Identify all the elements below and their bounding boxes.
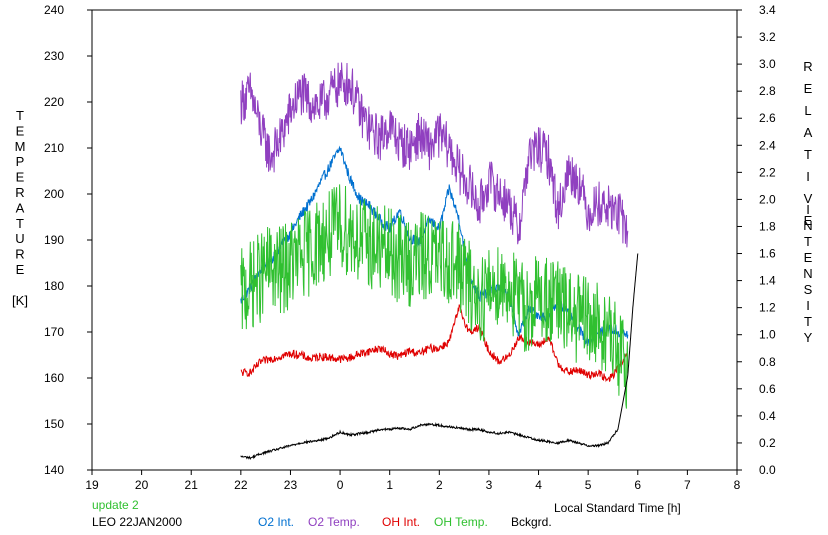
x-tick-label: 6: [634, 478, 641, 492]
y-right-tick-label: 0.6: [759, 382, 776, 396]
left-axis-title-char: T: [16, 108, 24, 123]
right-axis-title-char: E: [804, 250, 813, 265]
right-axis-title-char: T: [804, 234, 812, 249]
left-axis-title-char: E: [16, 170, 25, 185]
series-layer: [240, 62, 639, 461]
right-axis-title-char: E: [804, 81, 813, 96]
right-axis-title-char: A: [804, 125, 813, 140]
y-right-tick-label: 1.2: [759, 301, 776, 315]
left-axis-title-char: M: [15, 139, 26, 154]
x-tick-label: 0: [337, 478, 344, 492]
right-axis-title-char: I: [806, 298, 810, 313]
x-tick-label: 7: [684, 478, 691, 492]
y-right-tick-label: 2.2: [759, 165, 776, 179]
series-line: [240, 184, 629, 409]
left-y-axis: 140 150 160 170 180 190 200 210 220 230 240: [44, 3, 92, 477]
right-axis-title-char: I: [806, 202, 810, 217]
y-right-tick-label: 0.8: [759, 355, 776, 369]
right-axis-title-char: E: [804, 213, 813, 228]
y-right-tick-label: 3.0: [759, 57, 776, 71]
y-left-tick-label: 200: [44, 187, 64, 201]
left-axis-title-char: T: [16, 216, 24, 231]
y-left-tick-label: 140: [44, 463, 64, 477]
y-right-tick-label: 1.8: [759, 219, 776, 233]
x-axis: 19 20 21 22 23 0 1 2 3 4 5 6 7 8: [85, 470, 741, 492]
x-tick-label: 21: [185, 478, 199, 492]
right-axis-title-char: T: [804, 147, 812, 162]
x-tick-label: 22: [234, 478, 248, 492]
y-left-tick-label: 210: [44, 141, 64, 155]
left-axis-title-char: R: [15, 185, 24, 200]
left-axis-title-char: A: [16, 200, 25, 215]
right-y-axis: 0.0 0.2 0.4 0.6 0.8 1.0 1.2 1.4 1.6 1.8 2.0 2.2 2.4 2…: [737, 3, 776, 477]
right-axis-title-char: R: [803, 59, 812, 74]
right-axis-title-char: I: [806, 169, 810, 184]
x-tick-label: 2: [436, 478, 443, 492]
series-line: [240, 304, 629, 383]
right-axis-title-char: N: [803, 218, 812, 233]
left-axis-title-char: E: [16, 262, 25, 277]
y-right-tick-label: 3.4: [759, 3, 776, 17]
right-axis-title-char: T: [804, 314, 812, 329]
right-axis-title-char: N: [803, 266, 812, 281]
x-tick-label: 19: [85, 478, 99, 492]
x-tick-label: 20: [135, 478, 149, 492]
y-right-tick-label: 1.6: [759, 247, 776, 261]
update-label: update 2: [92, 498, 139, 512]
series-line: [240, 253, 639, 461]
y-right-tick-label: 2.4: [759, 138, 776, 152]
left-axis-title-char: U: [15, 231, 24, 246]
y-right-tick-label: 0.4: [759, 409, 776, 423]
y-left-tick-label: 170: [44, 325, 64, 339]
y-right-tick-label: 0.0: [759, 463, 776, 477]
y-left-tick-label: 160: [44, 371, 64, 385]
right-axis-title-char: Y: [804, 330, 813, 345]
y-right-tick-label: 3.2: [759, 30, 776, 44]
y-right-tick-label: 2.8: [759, 84, 776, 98]
right-axis-title-char: V: [804, 191, 813, 206]
x-tick-label: 3: [486, 478, 493, 492]
y-right-tick-label: 1.4: [759, 274, 776, 288]
y-right-tick-label: 0.2: [759, 436, 776, 450]
x-axis-label: Local Standard Time [h]: [554, 501, 681, 515]
series-line: [240, 62, 629, 248]
y-right-tick-label: 2.6: [759, 111, 776, 125]
right-axis-title-char: L: [804, 103, 811, 118]
x-tick-label: 5: [585, 478, 592, 492]
y-left-tick-label: 150: [44, 417, 64, 431]
y-right-tick-label: 1.0: [759, 328, 776, 342]
left-axis-title-char: P: [16, 154, 25, 169]
legend-entry: O2 Temp.: [308, 515, 360, 529]
y-right-tick-label: 2.0: [759, 192, 776, 206]
x-tick-label: 1: [386, 478, 393, 492]
legend-entry: O2 Int.: [258, 515, 295, 529]
legend-entry: Bckgrd.: [511, 515, 552, 529]
y-left-tick-label: 240: [44, 3, 64, 17]
legend-entry: OH Temp.: [434, 515, 488, 529]
legend-entry: OH Int.: [382, 515, 421, 529]
x-tick-label: 4: [535, 478, 542, 492]
left-axis-title-char: E: [16, 123, 25, 138]
y-left-tick-label: 190: [44, 233, 64, 247]
left-axis-title-char: [K]: [12, 293, 28, 308]
y-left-tick-label: 230: [44, 49, 64, 63]
left-axis-title-char: R: [15, 247, 24, 262]
site-date-label: LEO 22JAN2000: [92, 515, 183, 529]
right-axis-title-char: S: [804, 282, 813, 297]
x-tick-label: 23: [284, 478, 298, 492]
y-left-tick-label: 180: [44, 279, 64, 293]
x-tick-label: 8: [734, 478, 741, 492]
y-left-tick-label: 220: [44, 95, 64, 109]
